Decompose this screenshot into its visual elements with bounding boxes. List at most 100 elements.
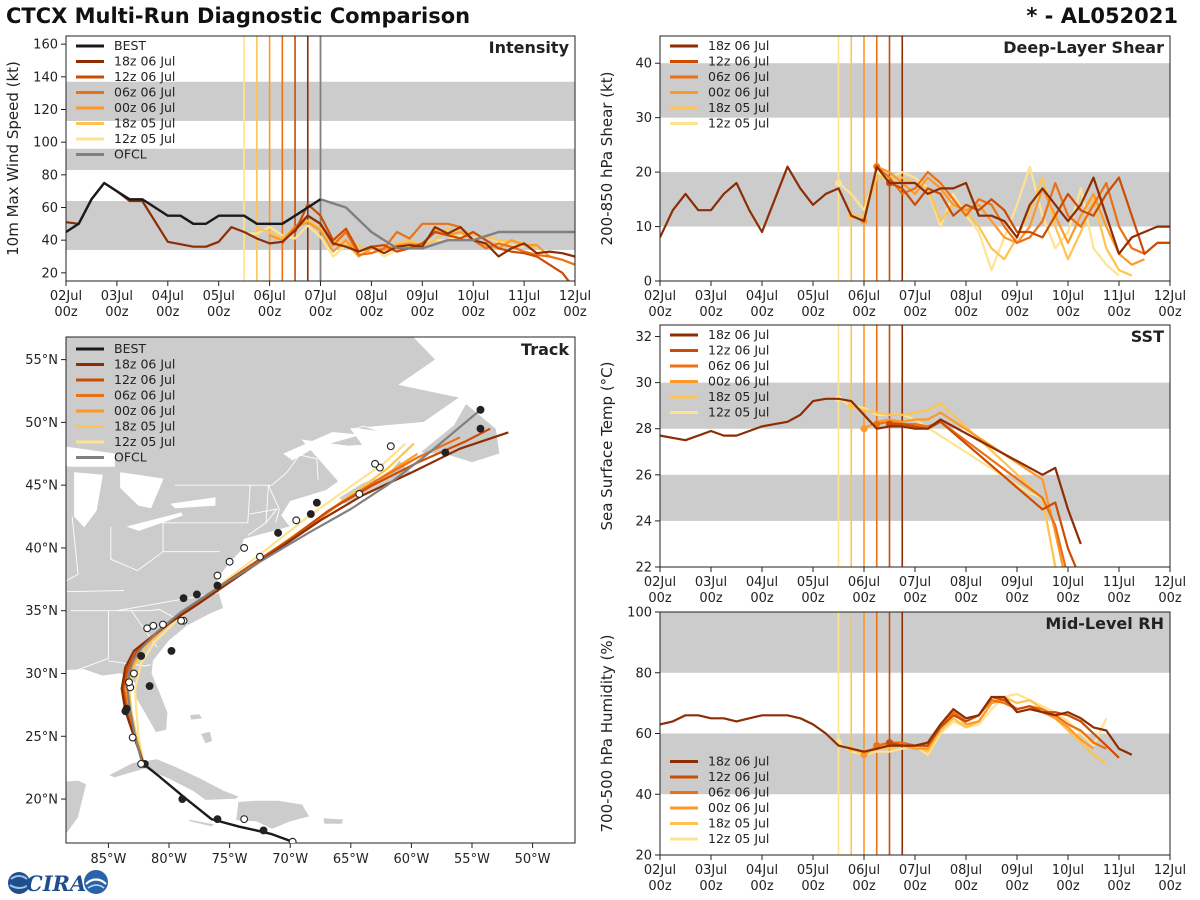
band-sst-1 bbox=[660, 382, 1170, 429]
xtick-sub-label-shear-7: 00z bbox=[1005, 305, 1029, 320]
track-marker-ofcl-2-14 bbox=[371, 459, 379, 468]
ytick-label-shear-30: 30 bbox=[635, 111, 652, 126]
ytick-label-intensity-160: 160 bbox=[33, 38, 58, 53]
xtick-label-shear-10: 12Jul bbox=[1154, 289, 1186, 304]
xtick-label-rh-7: 09Jul bbox=[1001, 863, 1033, 878]
init-marker-rh-12z-06-jul bbox=[886, 739, 893, 747]
xtick-sub-label-sst-3: 00z bbox=[801, 591, 825, 606]
xtick-label-intensity-8: 10Jul bbox=[457, 289, 489, 304]
legend-label-rh-00z-06-jul: 00z 06 Jul bbox=[708, 800, 769, 815]
legend-label-sst-00z-06-jul: 00z 06 Jul bbox=[708, 374, 769, 389]
legend-label-rh-18z-05-jul: 18z 05 Jul bbox=[708, 816, 769, 831]
ytick-label-intensity-80: 80 bbox=[41, 168, 58, 183]
xtick-sub-label-sst-5: 00z bbox=[903, 591, 927, 606]
series-intensity-18z-06-jul bbox=[66, 181, 575, 261]
frame-track bbox=[65, 336, 576, 844]
legend-label-track-12z-06-jul: 12z 06 Jul bbox=[114, 372, 175, 387]
track-best bbox=[142, 762, 294, 843]
track-marker-18z-06-jul-0-7 bbox=[441, 448, 450, 457]
ytick-label-rh-80: 80 bbox=[635, 666, 652, 681]
xtick-sub-label-intensity-5: 00z bbox=[309, 305, 333, 320]
track-marker-ofcl-2-17 bbox=[213, 571, 222, 580]
xtick-sub-label-shear-5: 00z bbox=[903, 305, 927, 320]
xtick-label-shear-5: 07Jul bbox=[899, 289, 931, 304]
track-xtick-label-6: 55°W bbox=[454, 852, 490, 867]
storm-id: * - AL052021 bbox=[1026, 4, 1178, 28]
track-ofcl bbox=[126, 408, 482, 765]
ylabel-rh: 700-500 hPa Humidity (%) bbox=[598, 634, 616, 832]
series-rh-12z-06-jul bbox=[889, 695, 1120, 759]
legend-label-shear-18z-06-jul: 18z 06 Jul bbox=[708, 38, 769, 53]
ylabel-sst: Sea Surface Temp (°C) bbox=[598, 361, 616, 530]
panel-title-rh: Mid-Level RH bbox=[1045, 614, 1164, 633]
xtick-sub-label-rh-7: 00z bbox=[1005, 879, 1029, 894]
xtick-label-intensity-0: 02Jul bbox=[50, 289, 82, 304]
xtick-label-intensity-5: 07Jul bbox=[304, 289, 336, 304]
xtick-label-sst-9: 11Jul bbox=[1103, 575, 1135, 590]
border-ga-al bbox=[77, 610, 109, 671]
track-xtick-label-0: 85°W bbox=[90, 852, 126, 867]
yucatan-land bbox=[66, 779, 88, 836]
lake-michigan bbox=[74, 472, 103, 528]
hispaniola-land bbox=[235, 799, 311, 830]
track-marker-ofcl-2-1 bbox=[128, 733, 137, 742]
xtick-sub-label-sst-1: 00z bbox=[699, 591, 723, 606]
track-marker-ofcl-2-18 bbox=[177, 616, 186, 625]
series-intensity-12z-06-jul bbox=[294, 203, 571, 281]
legend-label-rh-12z-06-jul: 12z 06 Jul bbox=[708, 769, 769, 784]
anticosti-land bbox=[355, 425, 390, 435]
border-ky-tn bbox=[66, 590, 125, 593]
ytick-label-rh-40: 40 bbox=[635, 788, 652, 803]
track-marker-ofcl-2-4 bbox=[129, 669, 138, 678]
border-ny-pa bbox=[163, 485, 251, 524]
track-marker-ofcl-2-0 bbox=[137, 759, 146, 768]
lake-ontario bbox=[170, 497, 216, 509]
panel-title-track: Track bbox=[521, 340, 569, 359]
panel-title-sst: SST bbox=[1131, 327, 1164, 346]
track-marker-ofcl-2-16 bbox=[355, 489, 364, 498]
xtick-sub-label-sst-7: 00z bbox=[1005, 591, 1029, 606]
xtick-label-shear-3: 05Jul bbox=[797, 289, 829, 304]
xtick-sub-label-rh-0: 00z bbox=[648, 879, 672, 894]
legend-label-intensity-ofcl: OFCL bbox=[114, 147, 147, 162]
xtick-sub-label-intensity-7: 00z bbox=[411, 305, 435, 320]
xtick-label-rh-5: 07Jul bbox=[899, 863, 931, 878]
xtick-label-sst-8: 10Jul bbox=[1052, 575, 1084, 590]
xtick-sub-label-rh-3: 00z bbox=[801, 879, 825, 894]
xtick-label-shear-9: 11Jul bbox=[1103, 289, 1135, 304]
track-ytick-label-20: 20°N bbox=[25, 793, 58, 808]
panel-sst: 22242628303202Jul00z03Jul00z04Jul00z05Ju… bbox=[598, 324, 1186, 606]
xtick-sub-label-intensity-6: 00z bbox=[360, 305, 384, 320]
xtick-label-sst-2: 04Jul bbox=[746, 575, 778, 590]
track-marker-18z-06-jul-0-1 bbox=[137, 651, 146, 660]
xtick-label-intensity-2: 04Jul bbox=[152, 289, 184, 304]
track-marker-18z-06-jul-0-8 bbox=[476, 424, 485, 433]
track-xtick-label-4: 65°W bbox=[333, 852, 369, 867]
legend-label-intensity-00z-06-jul: 00z 06 Jul bbox=[114, 100, 175, 115]
series-shear-12z-05-jul bbox=[837, 165, 1120, 277]
xtick-sub-label-rh-6: 00z bbox=[954, 879, 978, 894]
ytick-label-sst-30: 30 bbox=[635, 376, 652, 391]
xtick-label-intensity-3: 05Jul bbox=[203, 289, 235, 304]
ylabel-intensity: 10m Max Wind Speed (kt) bbox=[4, 61, 22, 256]
xtick-sub-label-sst-9: 00z bbox=[1107, 591, 1131, 606]
series-sst-12z-06-jul bbox=[889, 420, 1077, 567]
ytick-label-sst-28: 28 bbox=[635, 422, 652, 437]
track-marker-12z-06-jul-1-2 bbox=[122, 704, 131, 713]
track-marker-ofcl-2-10 bbox=[240, 543, 249, 552]
xtick-sub-label-intensity-1: 00z bbox=[105, 305, 129, 320]
xtick-sub-label-sst-6: 00z bbox=[954, 591, 978, 606]
series-shear-18z-06-jul bbox=[660, 165, 1170, 255]
legend-label-track-12z-05-jul: 12z 05 Jul bbox=[114, 434, 175, 449]
ytick-label-intensity-60: 60 bbox=[41, 201, 58, 216]
legend-label-shear-12z-06-jul: 12z 06 Jul bbox=[708, 54, 769, 69]
ytick-label-shear-40: 40 bbox=[635, 57, 652, 72]
logo-text: CIRA bbox=[26, 871, 86, 896]
panel-track: 20°N 25°N 30°N 35°N 40°N 45°N 50°N 55°N 85°W 80°W… bbox=[25, 336, 576, 867]
ytick-label-sst-24: 24 bbox=[635, 514, 652, 529]
xtick-sub-label-intensity-4: 00z bbox=[258, 305, 282, 320]
xtick-label-sst-10: 12Jul bbox=[1154, 575, 1186, 590]
